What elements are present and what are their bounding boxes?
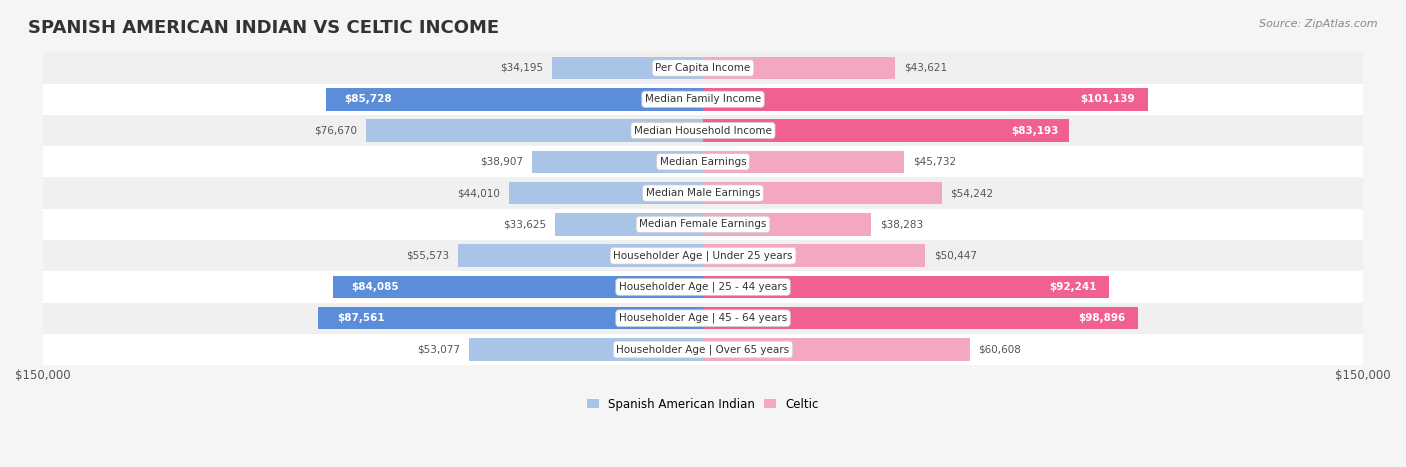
Text: $85,728: $85,728 [344,94,392,104]
Bar [703,182,942,205]
Text: Householder Age | 45 - 64 years: Householder Age | 45 - 64 years [619,313,787,324]
Legend: Spanish American Indian, Celtic: Spanish American Indian, Celtic [582,393,824,416]
Text: Per Capita Income: Per Capita Income [655,63,751,73]
Bar [42,146,1364,177]
Text: SPANISH AMERICAN INDIAN VS CELTIC INCOME: SPANISH AMERICAN INDIAN VS CELTIC INCOME [28,19,499,37]
Text: Median Earnings: Median Earnings [659,157,747,167]
Text: Householder Age | 25 - 44 years: Householder Age | 25 - 44 years [619,282,787,292]
Text: $38,907: $38,907 [479,157,523,167]
Bar [42,115,1364,146]
Bar [458,244,703,267]
Text: $87,561: $87,561 [337,313,384,323]
Bar [555,213,703,236]
Text: $43,621: $43,621 [904,63,946,73]
Bar [703,276,1109,298]
Bar [42,303,1364,334]
Bar [333,276,703,298]
Text: $44,010: $44,010 [457,188,501,198]
Text: Median Female Earnings: Median Female Earnings [640,219,766,229]
Text: $101,139: $101,139 [1080,94,1135,104]
Bar [42,271,1364,303]
Bar [366,119,703,142]
Bar [703,88,1149,111]
Text: $45,732: $45,732 [912,157,956,167]
Bar [42,240,1364,271]
Bar [42,209,1364,240]
Text: $76,670: $76,670 [314,126,357,135]
Text: $38,283: $38,283 [880,219,924,229]
Text: Median Family Income: Median Family Income [645,94,761,104]
Text: Median Household Income: Median Household Income [634,126,772,135]
Text: $53,077: $53,077 [418,345,461,354]
Text: $84,085: $84,085 [352,282,399,292]
Text: $33,625: $33,625 [503,219,546,229]
Text: $34,195: $34,195 [501,63,544,73]
Bar [470,338,703,361]
Bar [553,57,703,79]
Text: $98,896: $98,896 [1078,313,1125,323]
Bar [703,150,904,173]
Bar [703,338,970,361]
Text: $83,193: $83,193 [1011,126,1059,135]
Text: $55,573: $55,573 [406,251,450,261]
Bar [703,307,1139,330]
Text: Source: ZipAtlas.com: Source: ZipAtlas.com [1260,19,1378,28]
Text: $50,447: $50,447 [934,251,977,261]
Bar [509,182,703,205]
Bar [42,52,1364,84]
Bar [703,119,1069,142]
Text: Median Male Earnings: Median Male Earnings [645,188,761,198]
Bar [42,334,1364,365]
Bar [703,213,872,236]
Text: $92,241: $92,241 [1049,282,1097,292]
Bar [42,177,1364,209]
Bar [326,88,703,111]
Text: Householder Age | Over 65 years: Householder Age | Over 65 years [616,344,790,355]
Text: Householder Age | Under 25 years: Householder Age | Under 25 years [613,250,793,261]
Bar [703,57,896,79]
Text: $54,242: $54,242 [950,188,994,198]
Text: $60,608: $60,608 [979,345,1021,354]
Bar [703,244,925,267]
Bar [531,150,703,173]
Bar [42,84,1364,115]
Bar [318,307,703,330]
